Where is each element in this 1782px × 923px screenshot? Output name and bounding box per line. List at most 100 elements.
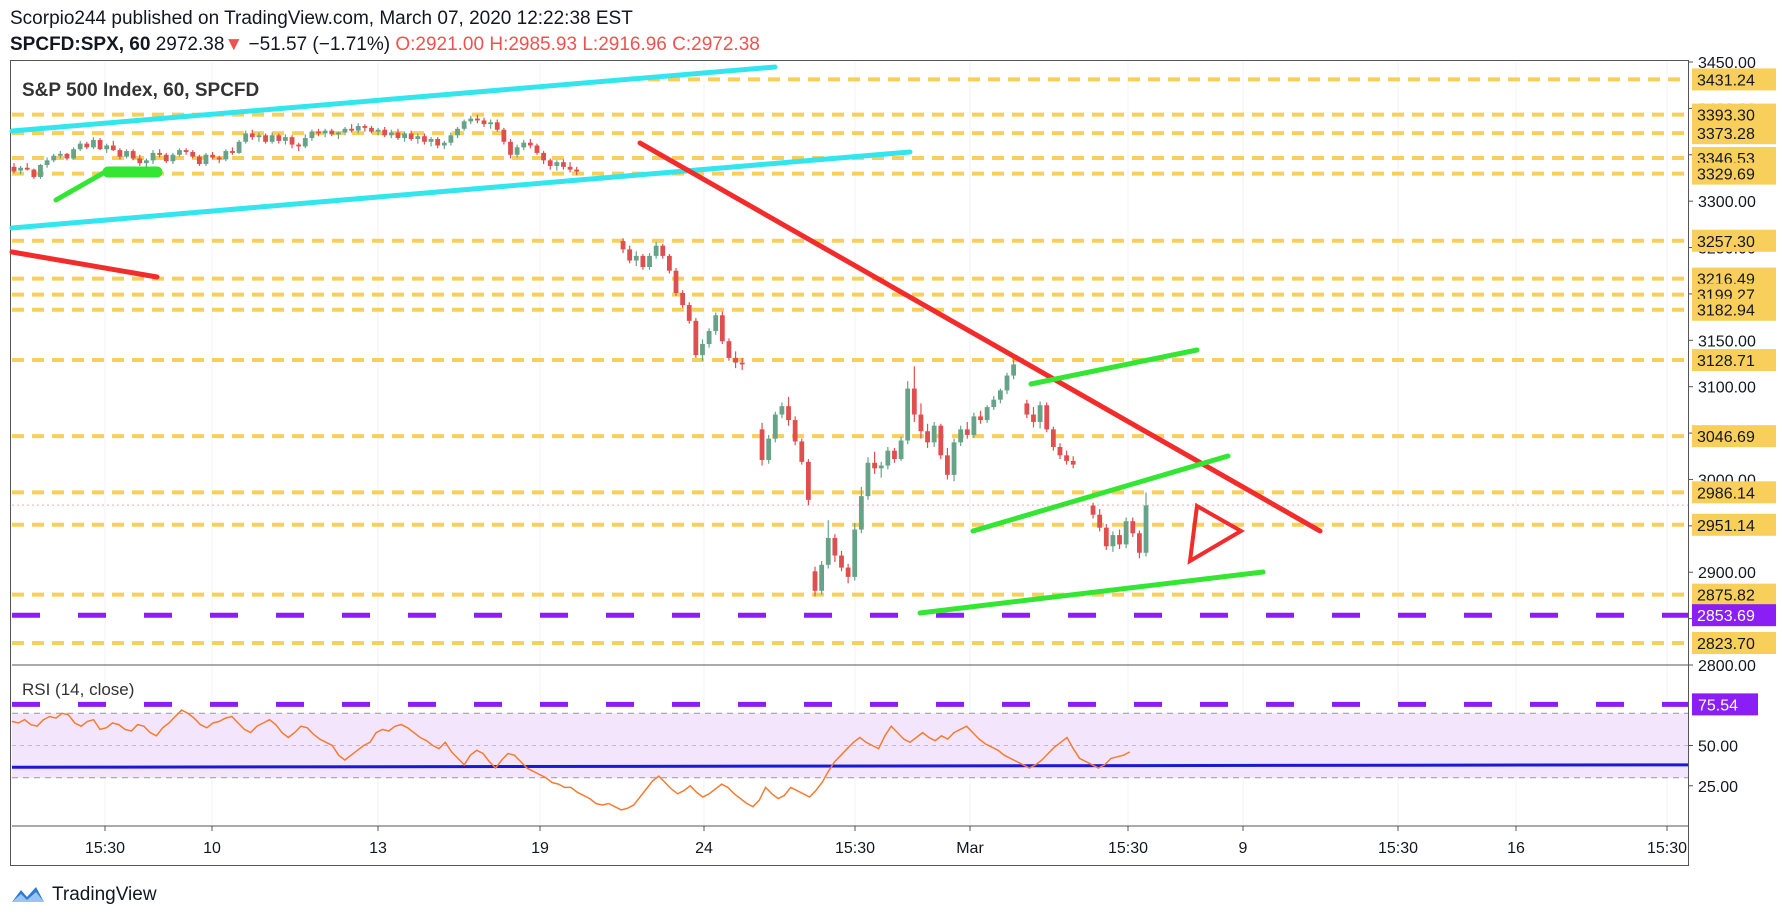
level-price-tag xyxy=(1692,68,1776,91)
candle-body xyxy=(44,160,50,165)
candle xyxy=(11,163,17,174)
channel-lower-line xyxy=(9,149,913,231)
candle xyxy=(1130,517,1136,537)
symbol-label: SPCFD:SPX, 60 xyxy=(10,34,151,55)
candle xyxy=(230,147,235,155)
level-price-label: 3257.30 xyxy=(1697,234,1755,251)
candle xyxy=(501,127,507,145)
candle-body xyxy=(1103,527,1109,547)
candle-body xyxy=(925,431,930,443)
candle-body xyxy=(342,128,348,133)
candle xyxy=(666,254,672,274)
candle xyxy=(415,133,421,144)
candle-body xyxy=(1123,521,1129,545)
candle-body xyxy=(488,122,494,125)
candle xyxy=(653,241,659,259)
candle xyxy=(964,421,970,439)
candle-body xyxy=(18,167,24,171)
time-axis-label: 15:30 xyxy=(1647,840,1687,857)
candle-body xyxy=(441,142,447,146)
candle-body xyxy=(97,139,103,150)
footer-brand[interactable]: TradingView xyxy=(10,884,157,906)
candle xyxy=(1004,372,1010,395)
time-axis-label: Mar xyxy=(956,840,984,857)
candle-body xyxy=(660,245,666,256)
candle-body xyxy=(633,255,639,261)
candle xyxy=(706,328,712,348)
candle-body xyxy=(1004,375,1010,391)
candle-body xyxy=(448,135,454,143)
candle-body xyxy=(256,135,262,138)
candle-body xyxy=(183,150,189,152)
rsi-axis-label: 75.54 xyxy=(1698,697,1738,714)
candle xyxy=(1011,358,1017,380)
candle xyxy=(110,140,116,152)
candle-body xyxy=(1090,505,1096,515)
candle-body xyxy=(885,450,891,466)
candle-body xyxy=(24,167,30,170)
candle-body xyxy=(653,245,659,256)
candle-body xyxy=(124,151,129,157)
candle-body xyxy=(150,152,156,161)
high-label: H: xyxy=(489,34,509,55)
candle-body xyxy=(203,154,209,165)
candle xyxy=(322,128,328,138)
time-axis-label: 15:30 xyxy=(1108,840,1148,857)
candle-body xyxy=(1031,414,1036,422)
candle-body xyxy=(1130,521,1136,534)
candle xyxy=(911,366,917,422)
candle xyxy=(441,140,447,150)
candle-body xyxy=(110,145,116,151)
candle xyxy=(931,421,937,447)
level-price-label: 3128.71 xyxy=(1697,353,1755,370)
rsi-title: RSI (14, close) xyxy=(22,680,135,699)
candle-body xyxy=(733,357,738,363)
candle xyxy=(302,134,308,149)
candle-body xyxy=(739,362,745,365)
candle xyxy=(97,138,103,151)
candle-body xyxy=(170,154,176,162)
level-price-label: 2986.14 xyxy=(1697,485,1755,502)
candle-body xyxy=(64,153,70,159)
candle-body xyxy=(839,555,844,568)
candle xyxy=(117,148,123,160)
candle-body xyxy=(726,341,732,358)
candle xyxy=(481,117,487,127)
low-label: L: xyxy=(582,34,599,55)
candle xyxy=(249,129,255,140)
candle xyxy=(978,410,983,424)
candle xyxy=(1103,523,1109,550)
candle xyxy=(865,457,871,500)
footer-brand-label: TradingView xyxy=(52,884,157,905)
candle-body xyxy=(1070,460,1076,465)
candle xyxy=(1064,450,1069,465)
level-price-label: 2875.82 xyxy=(1697,588,1755,605)
candle xyxy=(316,128,321,137)
candle xyxy=(31,168,37,179)
candle xyxy=(792,416,798,446)
rsi-axis-label: 50.00 xyxy=(1698,739,1738,756)
pennant-triangle xyxy=(1187,502,1245,565)
candle-body xyxy=(322,130,328,134)
candle-body xyxy=(243,133,249,142)
candle-body xyxy=(534,145,540,153)
level-price-tag xyxy=(1692,103,1776,126)
candle-body xyxy=(700,344,705,356)
candle-body xyxy=(680,292,686,306)
symbol-ohlc-line: SPCFD:SPX, 60 2972.38▼ −51.57 (−1.71%) O… xyxy=(10,34,760,56)
candle-body xyxy=(302,138,308,147)
candle xyxy=(640,254,646,270)
level-price-tag xyxy=(1692,349,1776,372)
candle xyxy=(276,133,282,144)
candle-body xyxy=(157,152,163,155)
candle xyxy=(647,253,652,270)
candle xyxy=(845,563,851,584)
time-axis-label: 9 xyxy=(1239,840,1248,857)
candle-body xyxy=(216,157,222,160)
candle-body xyxy=(177,150,182,155)
candle-body xyxy=(865,462,871,497)
candle-body xyxy=(481,120,487,125)
candle xyxy=(263,133,268,144)
candle-body xyxy=(971,416,977,435)
